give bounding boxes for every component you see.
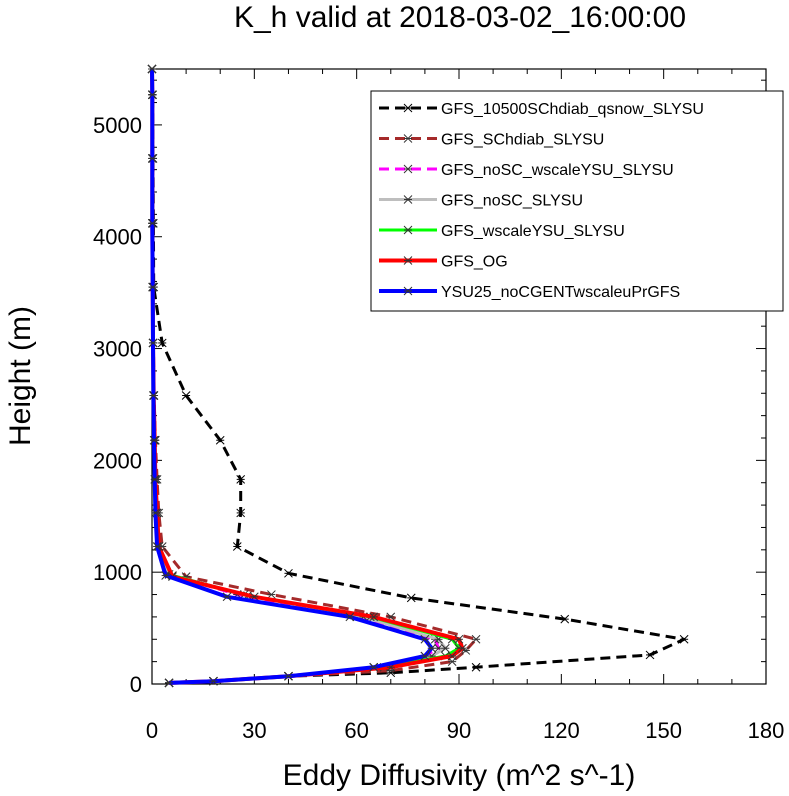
- legend-entry: GFS_noSC_wscaleYSU_SLYSU: [379, 162, 674, 179]
- x-tick-label: 180: [748, 718, 785, 743]
- data-point: [236, 508, 246, 518]
- data-point: [458, 643, 467, 653]
- data-point: [147, 64, 157, 74]
- data-point: [454, 634, 464, 644]
- legend-entry: GFS_OG: [379, 254, 508, 271]
- legend: GFS_10500SChdiab_qsnow_SLYSU GFS_SChdiab_…: [370, 90, 784, 312]
- y-axis-label: Height (m): [4, 306, 37, 446]
- y-tick-label: 3000: [93, 337, 142, 362]
- data-point: [150, 475, 160, 484]
- legend-label: GFS_SChdiab_SLYSU: [441, 132, 604, 149]
- data-point: [222, 592, 232, 602]
- x-axis-label: Eddy Diffusivity (m^2 s^-1): [283, 759, 636, 792]
- legend-entry: GFS_10500SChdiab_qsnow_SLYSU: [379, 101, 704, 118]
- data-point: [147, 90, 157, 100]
- x-tick-label: 0: [146, 718, 158, 743]
- data-point: [403, 256, 413, 265]
- legend-label: YSU25_noCGENTwscaleuPrGFS: [441, 284, 680, 301]
- series-7: [147, 64, 437, 688]
- data-point: [181, 391, 191, 400]
- data-point: [427, 643, 437, 653]
- data-point: [215, 435, 225, 445]
- data-point: [403, 195, 413, 204]
- data-point: [161, 571, 170, 580]
- x-tick-label: 150: [645, 718, 682, 743]
- data-point: [149, 391, 158, 400]
- legend-entry: GFS_SChdiab_SLYSU: [379, 132, 604, 149]
- data-point: [232, 542, 242, 551]
- legend-label: GFS_noSC_SLYSU: [441, 193, 583, 210]
- legend-label: GFS_noSC_wscaleYSU_SLYSU: [441, 162, 674, 179]
- x-tick-label: 120: [543, 718, 580, 743]
- legend-label: GFS_10500SChdiab_qsnow_SLYSU: [441, 101, 704, 118]
- data-point: [403, 225, 413, 235]
- data-point: [209, 676, 218, 686]
- series-layer: [147, 64, 689, 688]
- data-point: [148, 282, 158, 292]
- data-point: [441, 643, 450, 653]
- data-point: [284, 671, 293, 681]
- data-point: [420, 651, 430, 661]
- legend-label: GFS_wscaleYSU_SLYSU: [441, 223, 625, 240]
- data-point: [406, 593, 416, 603]
- data-point: [151, 508, 160, 518]
- data-point: [284, 568, 293, 578]
- chart-title: K_h valid at 2018-03-02_16:00:00: [234, 1, 686, 34]
- legend-entry: YSU25_noCGENTwscaleuPrGFS: [379, 284, 680, 301]
- data-point: [560, 614, 570, 624]
- y-tick-label: 5000: [93, 113, 142, 138]
- legend-entry: GFS_noSC_SLYSU: [379, 193, 583, 210]
- legend-label: GFS_OG: [441, 254, 508, 271]
- data-point: [147, 218, 157, 228]
- data-point: [420, 634, 430, 644]
- data-point: [236, 475, 246, 484]
- y-tick-label: 2000: [93, 448, 142, 473]
- data-point: [345, 612, 355, 622]
- data-point: [149, 435, 159, 445]
- data-point: [369, 612, 379, 622]
- legend-entry: GFS_wscaleYSU_SLYSU: [379, 223, 625, 240]
- data-point: [152, 542, 162, 551]
- y-tick-label: 4000: [93, 225, 142, 250]
- legend-box: [370, 90, 784, 312]
- data-point: [157, 338, 167, 348]
- data-point: [147, 154, 157, 163]
- x-axis: 0 30 60 90 120 150 180: [146, 69, 784, 743]
- x-tick-label: 60: [344, 718, 368, 743]
- y-tick-label: 1000: [93, 560, 142, 585]
- data-point: [403, 103, 413, 113]
- data-point: [447, 651, 457, 661]
- data-point: [403, 164, 413, 174]
- data-point: [471, 662, 481, 672]
- series-line: [150, 68, 478, 685]
- y-tick-label: 0: [130, 672, 142, 697]
- data-point: [679, 634, 689, 644]
- data-point: [403, 286, 413, 296]
- x-tick-label: 90: [447, 718, 471, 743]
- data-point: [369, 662, 379, 672]
- data-point: [471, 634, 481, 644]
- x-tick-label: 30: [242, 718, 266, 743]
- data-point: [403, 134, 413, 143]
- data-point: [645, 650, 655, 660]
- data-point: [164, 678, 174, 688]
- data-point: [148, 338, 158, 348]
